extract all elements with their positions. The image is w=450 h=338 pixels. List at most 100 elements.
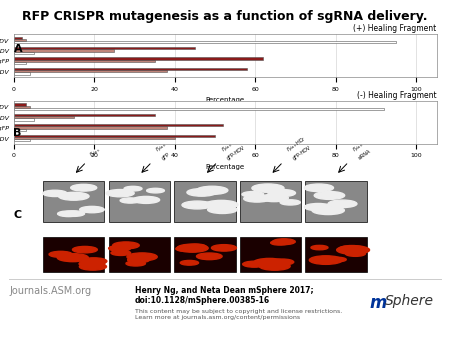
Bar [14,114,154,116]
Circle shape [273,239,295,245]
FancyBboxPatch shape [109,237,170,272]
Circle shape [197,253,222,260]
Bar [14,116,74,118]
Circle shape [337,246,369,254]
FancyBboxPatch shape [43,237,104,272]
Text: (-) Healing Fragment: (-) Healing Fragment [357,91,436,100]
Bar [14,72,30,75]
Text: Sphere: Sphere [385,294,434,308]
Circle shape [312,206,344,215]
Circle shape [176,246,196,251]
Bar [14,103,26,106]
Circle shape [328,200,357,208]
Bar [14,108,384,110]
Bar [14,124,223,126]
FancyBboxPatch shape [174,180,236,222]
FancyBboxPatch shape [43,180,104,222]
Circle shape [58,211,79,217]
FancyBboxPatch shape [240,237,301,272]
Text: $F_{plas}$
gFP-HDV: $F_{plas}$ gFP-HDV [220,136,246,161]
Circle shape [206,188,226,193]
Circle shape [197,186,228,194]
Text: $F_{plas}$
siRNA: $F_{plas}$ siRNA [351,139,372,161]
Text: RFP CRISPR mutagenesis as a function of sgRNA delivery.: RFP CRISPR mutagenesis as a function of … [22,10,428,23]
FancyBboxPatch shape [240,180,301,222]
Circle shape [127,253,157,261]
Circle shape [304,203,332,211]
Bar [14,47,195,49]
Bar [14,135,215,137]
Circle shape [180,260,198,265]
Circle shape [268,189,296,197]
Circle shape [128,257,149,263]
Circle shape [242,192,264,197]
FancyBboxPatch shape [174,237,236,272]
Circle shape [112,242,139,249]
Bar [14,41,396,44]
Bar [14,49,114,52]
Text: Henry Ng, and Neta Dean mSphere 2017;
doi:10.1128/mSphere.00385-16: Henry Ng, and Neta Dean mSphere 2017; do… [135,286,314,305]
Circle shape [79,260,105,267]
Circle shape [311,245,328,250]
Circle shape [260,194,288,202]
Bar [14,52,34,54]
Circle shape [106,190,134,197]
Circle shape [259,262,290,270]
Text: $F_{plas}$
gFP: $F_{plas}$ gFP [154,141,173,161]
Circle shape [182,201,212,209]
Circle shape [309,256,342,264]
Circle shape [280,200,300,205]
Bar [14,70,166,72]
Circle shape [108,245,130,251]
Text: $F_{plas}$ HDr
gFP-HDV: $F_{plas}$ HDr gFP-HDV [285,135,313,161]
Circle shape [80,207,104,213]
Bar [14,137,175,139]
Circle shape [72,246,97,253]
Text: This content may be subject to copyright and license restrictions.
Learn more at: This content may be subject to copyright… [135,309,342,320]
Circle shape [63,211,85,216]
Circle shape [187,189,216,196]
Circle shape [126,261,145,266]
Circle shape [124,186,142,191]
Circle shape [186,244,206,249]
Circle shape [79,263,107,270]
Circle shape [346,251,365,256]
Circle shape [111,250,130,256]
Text: B: B [14,128,22,139]
Circle shape [207,206,237,214]
Bar [14,39,26,41]
Circle shape [339,245,365,252]
Bar [14,62,26,64]
Text: A: A [14,44,22,54]
X-axis label: Percentage: Percentage [206,97,244,103]
FancyBboxPatch shape [306,237,367,272]
Circle shape [316,206,333,211]
Circle shape [137,197,154,201]
Text: $F_{plas}$: $F_{plas}$ [89,146,104,161]
Circle shape [243,261,266,267]
Bar [14,129,26,131]
Circle shape [71,184,97,191]
Circle shape [212,245,236,251]
Bar [14,118,34,121]
Circle shape [253,258,286,267]
Circle shape [177,244,208,252]
Bar [14,139,30,141]
Circle shape [133,196,160,203]
X-axis label: Percentage: Percentage [206,164,244,170]
Text: m: m [369,294,387,312]
Bar [14,106,30,108]
Circle shape [304,184,333,192]
Text: (+) Healing Fragment: (+) Healing Fragment [353,24,436,33]
Circle shape [43,190,67,196]
Bar [14,37,22,39]
Text: Journals.ASM.org: Journals.ASM.org [9,286,91,296]
FancyBboxPatch shape [306,180,367,222]
Circle shape [314,192,345,199]
Circle shape [270,259,294,265]
Circle shape [57,254,88,262]
Circle shape [147,188,164,193]
Circle shape [329,257,346,262]
Circle shape [49,251,72,257]
Bar [14,68,247,70]
